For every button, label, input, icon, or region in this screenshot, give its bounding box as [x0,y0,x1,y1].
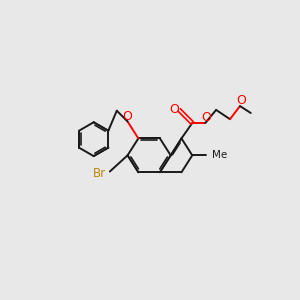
Text: O: O [236,94,246,107]
Text: O: O [169,103,179,116]
Text: Me: Me [212,150,227,160]
Text: O: O [201,111,211,124]
Text: Br: Br [93,167,106,180]
Text: O: O [122,110,132,123]
